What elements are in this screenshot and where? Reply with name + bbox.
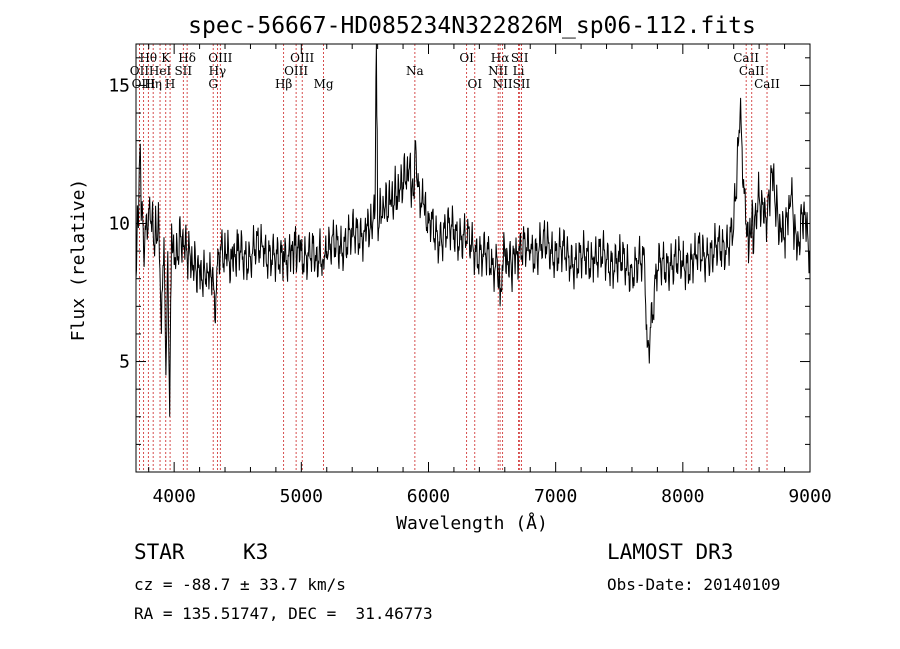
x-axis: 4000 5000 6000 7000 8000 9000 xyxy=(148,44,832,507)
spectral-line-label: Hγ xyxy=(209,64,227,78)
chart-title: spec-56667-HD085234N322826M_sp06-112.fit… xyxy=(188,13,756,39)
spectral-line-label: Li xyxy=(513,64,525,78)
object-subclass: K3 xyxy=(243,540,269,564)
x-tick-label: 9000 xyxy=(788,486,831,507)
object-class: STAR xyxy=(134,540,185,564)
y-axis: 5 10 15 xyxy=(108,57,810,445)
coordinates: RA = 135.51747, DEC = 31.46773 xyxy=(134,604,433,623)
x-tick-label: 7000 xyxy=(534,486,577,507)
spectral-line-label: NII xyxy=(488,64,508,78)
spectral-line-label: Hη xyxy=(144,77,162,91)
spectral-line-label: SII xyxy=(174,64,192,78)
spectral-line-label: OIII xyxy=(132,77,156,91)
spectral-line-label: G xyxy=(208,77,218,91)
spectral-line-label: OIII xyxy=(290,51,314,65)
spectral-line-label: OIII xyxy=(208,51,232,65)
spectral-line-label: CaII xyxy=(754,77,780,91)
spectral-line-label: K xyxy=(161,51,171,65)
spectral-line-label: SII xyxy=(513,77,531,91)
x-tick-label: 5000 xyxy=(280,486,323,507)
observation-date: Obs-Date: 20140109 xyxy=(607,575,781,594)
spectral-line-label: NII xyxy=(493,77,513,91)
spectral-line-label: CaII xyxy=(733,51,759,65)
spectral-line-label: Na xyxy=(406,64,424,78)
x-tick-label: 4000 xyxy=(152,486,195,507)
spectral-line-label: OII xyxy=(130,64,150,78)
y-tick-label: 10 xyxy=(108,213,130,234)
spectral-line-label: CaII xyxy=(739,64,765,78)
spectral-line-label: Hδ xyxy=(178,51,196,65)
spectral-line-label: Mg xyxy=(314,77,334,91)
y-tick-label: 5 xyxy=(119,352,130,373)
spectral-line-label: H xyxy=(165,77,175,91)
survey-name: LAMOST DR3 xyxy=(607,540,734,564)
x-tick-label: 6000 xyxy=(407,486,450,507)
spectral-line-label: OIII xyxy=(284,64,308,78)
spectral-line-label: HeI xyxy=(149,64,172,78)
y-tick-label: 15 xyxy=(108,75,130,96)
x-tick-label: 8000 xyxy=(661,486,704,507)
spectral-line-label: Hβ xyxy=(275,77,292,91)
redshift-velocity: cz = -88.7 ± 33.7 km/s xyxy=(134,575,346,594)
spectral-line-label: Hθ xyxy=(139,51,157,65)
spectral-line-label: SII xyxy=(511,51,529,65)
spectral-line-label: OI xyxy=(459,51,474,65)
y-axis-label: Flux (relative) xyxy=(68,179,89,342)
x-axis-label: Wavelength (Å) xyxy=(396,512,548,534)
plot-frame xyxy=(135,43,811,473)
spectral-line-label: OI xyxy=(467,77,482,91)
spectrum-line xyxy=(135,43,811,417)
spectral-line-label: Hα xyxy=(491,51,510,65)
